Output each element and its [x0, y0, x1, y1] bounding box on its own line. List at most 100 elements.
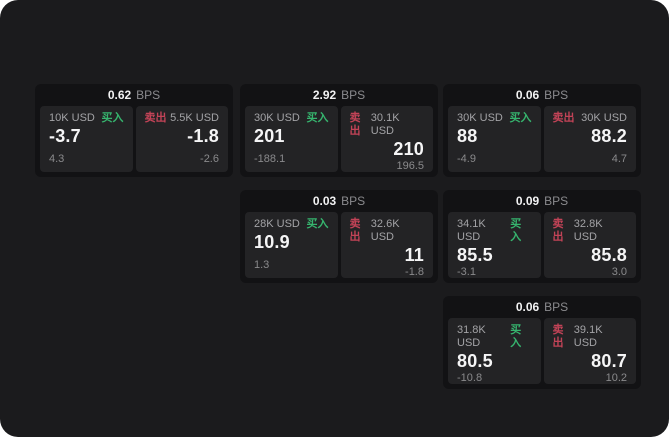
buy-top-row: 34.1K USD 买入 — [457, 218, 532, 244]
bps-value: 0.09 — [515, 194, 540, 208]
sell-delta: 4.7 — [611, 153, 627, 165]
bps-value: 0.06 — [515, 300, 540, 314]
buy-panel[interactable]: 34.1K USD 买入 85.5 -3.1 — [448, 212, 541, 278]
sell-delta: 10.2 — [605, 372, 627, 384]
buy-delta: -10.8 — [457, 372, 483, 384]
buy-panel[interactable]: 28K USD 买入 10.9 1.3 — [245, 212, 338, 278]
sell-notional: 30.1K USD — [370, 112, 400, 137]
sell-top-row: 卖出 39.1K USD — [553, 324, 628, 350]
bps-header: 0.09 BPS — [443, 190, 641, 212]
sell-notional: 32.8K USD — [573, 218, 603, 243]
buy-panel[interactable]: 31.8K USD 买入 80.5 -10.8 — [448, 318, 541, 384]
sell-top-row: 卖出 5.5K USD — [145, 112, 220, 125]
buy-delta: 4.3 — [49, 153, 65, 165]
sell-panel[interactable]: 卖出 5.5K USD -1.8 -2.6 — [135, 106, 228, 172]
buy-side-label: 买入 — [509, 112, 532, 124]
bps-unit-label: BPS — [136, 88, 161, 102]
sell-side-label: 卖出 — [144, 112, 167, 124]
buy-side-label: 买入 — [306, 112, 329, 124]
quote-panels: 34.1K USD 买入 85.5 -3.1 卖出 32.8K USD 85.8… — [443, 212, 641, 278]
buy-side-label: 买入 — [101, 112, 124, 124]
buy-top-row: 10K USD 买入 — [49, 112, 124, 125]
sell-top-row: 卖出 30.1K USD — [350, 112, 425, 138]
buy-price: 10.9 — [254, 232, 290, 252]
buy-top-row: 31.8K USD 买入 — [457, 324, 532, 350]
bps-header: 0.06 BPS — [443, 296, 641, 318]
buy-top-row: 28K USD 买入 — [254, 218, 329, 231]
bps-card: 0.62 BPS 10K USD 买入 -3.7 4.3 卖出 5.5K USD… — [35, 84, 233, 177]
sell-price: 210 — [393, 139, 424, 159]
bps-card: 0.06 BPS 31.8K USD 买入 80.5 -10.8 卖出 39.1… — [443, 296, 641, 389]
buy-notional: 31.8K USD — [457, 324, 486, 349]
bps-unit-label: BPS — [544, 88, 569, 102]
buy-notional: 10K USD — [49, 112, 95, 124]
buy-side-label: 买入 — [510, 324, 522, 349]
buy-side-label: 买入 — [306, 218, 329, 230]
bps-value: 0.03 — [312, 194, 337, 208]
buy-notional: 34.1K USD — [457, 218, 486, 243]
bps-card: 0.09 BPS 34.1K USD 买入 85.5 -3.1 卖出 32.8K… — [443, 190, 641, 283]
quote-panels: 28K USD 买入 10.9 1.3 卖出 32.6K USD 11 -1.8 — [240, 212, 438, 278]
quote-panels: 30K USD 买入 201 -188.1 卖出 30.1K USD 210 1… — [240, 106, 438, 172]
sell-price: 88.2 — [591, 126, 627, 146]
buy-panel[interactable]: 30K USD 买入 88 -4.9 — [448, 106, 541, 172]
sell-price: 11 — [404, 245, 424, 265]
bps-card: 0.03 BPS 28K USD 买入 10.9 1.3 卖出 32.6K US… — [240, 190, 438, 283]
quote-panels: 30K USD 买入 88 -4.9 卖出 30K USD 88.2 4.7 — [443, 106, 641, 172]
sell-side-label: 卖出 — [552, 324, 564, 349]
sell-notional: 30K USD — [581, 112, 627, 124]
buy-price: 85.5 — [457, 245, 493, 265]
sell-notional: 39.1K USD — [573, 324, 603, 349]
bps-value: 0.62 — [107, 88, 132, 102]
sell-side-label: 卖出 — [349, 218, 361, 243]
buy-side-label: 买入 — [510, 218, 522, 243]
buy-panel[interactable]: 30K USD 买入 201 -188.1 — [245, 106, 338, 172]
sell-panel[interactable]: 卖出 39.1K USD 80.7 10.2 — [543, 318, 636, 384]
buy-delta: 1.3 — [254, 259, 270, 271]
buy-notional: 28K USD — [254, 218, 300, 230]
bps-header: 0.62 BPS — [35, 84, 233, 106]
sell-side-label: 卖出 — [552, 112, 575, 124]
bps-unit-label: BPS — [341, 194, 366, 208]
bps-value: 2.92 — [312, 88, 337, 102]
sell-side-label: 卖出 — [349, 112, 361, 137]
quote-panels: 31.8K USD 买入 80.5 -10.8 卖出 39.1K USD 80.… — [443, 318, 641, 384]
buy-price: -3.7 — [49, 126, 81, 146]
sell-notional: 5.5K USD — [170, 112, 219, 124]
buy-panel[interactable]: 10K USD 买入 -3.7 4.3 — [40, 106, 133, 172]
sell-notional: 32.6K USD — [370, 218, 400, 243]
bps-value: 0.06 — [515, 88, 540, 102]
buy-top-row: 30K USD 买入 — [457, 112, 532, 125]
sell-top-row: 卖出 32.6K USD — [350, 218, 425, 244]
buy-price: 88 — [457, 126, 478, 146]
buy-delta: -3.1 — [457, 266, 476, 278]
sell-side-label: 卖出 — [552, 218, 564, 243]
bps-unit-label: BPS — [341, 88, 366, 102]
bps-card: 2.92 BPS 30K USD 买入 201 -188.1 卖出 30.1K … — [240, 84, 438, 177]
sell-panel[interactable]: 卖出 32.8K USD 85.8 3.0 — [543, 212, 636, 278]
buy-delta: -188.1 — [254, 153, 286, 165]
buy-price: 201 — [254, 126, 285, 146]
sell-panel[interactable]: 卖出 32.6K USD 11 -1.8 — [340, 212, 433, 278]
sell-top-row: 卖出 30K USD — [553, 112, 628, 125]
sell-panel[interactable]: 卖出 30K USD 88.2 4.7 — [543, 106, 636, 172]
sell-delta: 3.0 — [611, 266, 627, 278]
buy-price: 80.5 — [457, 351, 493, 371]
bps-unit-label: BPS — [544, 300, 569, 314]
buy-top-row: 30K USD 买入 — [254, 112, 329, 125]
sell-price: 80.7 — [591, 351, 627, 371]
sell-price: 85.8 — [591, 245, 627, 265]
sell-delta: -1.8 — [405, 266, 424, 278]
bps-header: 2.92 BPS — [240, 84, 438, 106]
sell-panel[interactable]: 卖出 30.1K USD 210 196.5 — [340, 106, 433, 172]
bps-header: 0.03 BPS — [240, 190, 438, 212]
sell-top-row: 卖出 32.8K USD — [553, 218, 628, 244]
quote-panels: 10K USD 买入 -3.7 4.3 卖出 5.5K USD -1.8 -2.… — [35, 106, 233, 172]
buy-notional: 30K USD — [457, 112, 503, 124]
sell-delta: -2.6 — [200, 153, 219, 165]
buy-delta: -4.9 — [457, 153, 476, 165]
buy-notional: 30K USD — [254, 112, 300, 124]
bps-header: 0.06 BPS — [443, 84, 641, 106]
sell-price: -1.8 — [187, 126, 219, 146]
